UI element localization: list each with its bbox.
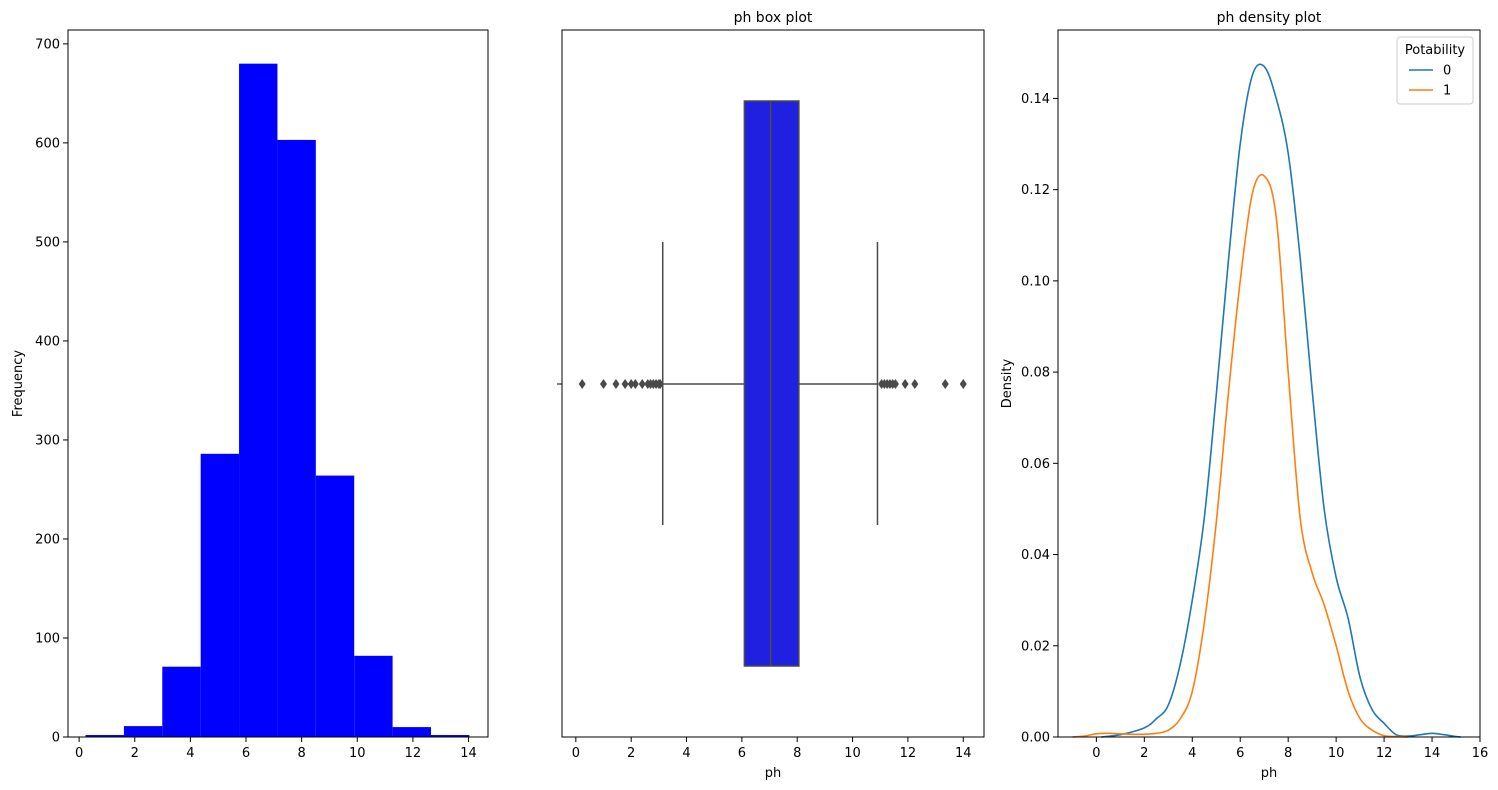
boxplot-outlier-22: [959, 379, 967, 389]
boxplot-x-tick-label-7: 14: [955, 746, 972, 761]
histogram-x-ticks: 0 2 4 6 8 10 12 14: [75, 737, 477, 761]
boxplot-x-tick-label-1: 2: [627, 746, 635, 761]
boxplot-outlier-3: [621, 379, 629, 389]
histogram-x-tick-label-3: 6: [242, 746, 250, 761]
density-y-label: Density: [1000, 358, 1015, 408]
density-x-ticks: 0 2 4 6 8 10 12 14 16: [1092, 737, 1488, 761]
density-y-tick-label-3: 0.06: [1021, 457, 1050, 472]
density-y-tick-label-5: 0.10: [1021, 274, 1050, 289]
boxplot-outlier-1: [600, 379, 608, 389]
histogram-x-tick-label-4: 8: [298, 746, 306, 761]
histogram-y-tick-label-0: 0: [52, 731, 60, 746]
legend-box: [1396, 36, 1474, 105]
histogram-bar-1: [123, 726, 163, 737]
histogram-frame: [67, 29, 489, 738]
boxplot-outlier-5: [631, 379, 639, 389]
density-x-tick-label-5: 10: [1328, 746, 1345, 761]
histogram-x-tick-label-5: 10: [349, 746, 366, 761]
density-x-label: ph: [1261, 766, 1278, 781]
boxplot-title: ph box plot: [734, 10, 813, 26]
density-x-tick-label-3: 6: [1236, 746, 1244, 761]
histogram-y-tick-label-1: 100: [35, 631, 60, 646]
boxplot-outlier-6: [638, 379, 646, 389]
boxplot-outlier-4: [627, 379, 635, 389]
density-lines: [1072, 63, 1461, 738]
density-legend: Potability 0 1: [1396, 36, 1474, 105]
histogram-y-tick-label-7: 700: [35, 37, 60, 52]
histogram-bar-2: [162, 666, 201, 737]
histogram-bar-0: [85, 735, 124, 737]
density-panel: ph density plot 0 2 4 6 8 10 12 14 16 0.000.020.…: [1000, 10, 1488, 781]
histogram-y-tick-label-6: 600: [35, 136, 60, 151]
histogram-y-tick-label-4: 400: [35, 334, 60, 349]
density-title: ph density plot: [1217, 10, 1322, 26]
density-y-tick-label-6: 0.12: [1021, 183, 1050, 198]
density-frame: [1057, 29, 1481, 738]
density-x-tick-label-6: 12: [1376, 746, 1393, 761]
density-line-0: [1101, 63, 1461, 738]
boxplot-x-label: ph: [765, 766, 782, 781]
density-x-tick-label-8: 16: [1472, 746, 1489, 761]
legend-label-0: 0: [1443, 64, 1451, 79]
boxplot-outlier-21: [941, 379, 949, 389]
density-x-tick-label-2: 4: [1188, 746, 1196, 761]
histogram-y-tick-label-5: 500: [35, 235, 60, 250]
histogram-y-tick-label-3: 300: [35, 433, 60, 448]
histogram-bar-8: [392, 727, 431, 737]
density-line-1: [1072, 173, 1409, 738]
density-x-tick-label-0: 0: [1092, 746, 1100, 761]
density-y-tick-label-7: 0.14: [1021, 92, 1050, 107]
histogram-x-tick-label-1: 2: [131, 746, 139, 761]
density-x-tick-label-1: 2: [1140, 746, 1148, 761]
histogram-bar-4: [239, 63, 278, 737]
boxplot-x-tick-label-3: 6: [738, 746, 746, 761]
boxplot-marks: [578, 100, 967, 667]
histogram-bar-7: [354, 655, 393, 737]
density-y-ticks: 0.00 0.02 0.04 0.06 0.08 0.10 0.12 0.14: [1021, 92, 1058, 746]
boxplot-outlier-12: [656, 379, 664, 389]
histogram-bar-9: [430, 735, 470, 737]
boxplot-x-tick-label-4: 8: [793, 746, 801, 761]
legend-label-1: 1: [1443, 84, 1451, 99]
boxplot-x-tick-label-5: 10: [844, 746, 861, 761]
histogram-bar-3: [200, 453, 240, 737]
density-x-tick-label-4: 8: [1284, 746, 1292, 761]
histogram-bar-6: [315, 475, 355, 737]
boxplot-x-ticks: 0 2 4 6 8 10 12 14: [572, 737, 972, 761]
histogram-x-tick-label-7: 14: [460, 746, 477, 761]
density-y-tick-label-2: 0.04: [1021, 548, 1050, 563]
histogram-x-tick-label-6: 12: [405, 746, 422, 761]
boxplot-box: [743, 100, 800, 667]
boxplot-outlier-2: [612, 379, 620, 389]
density-y-tick-label-1: 0.02: [1021, 639, 1050, 654]
boxplot-x-tick-label-6: 12: [900, 746, 917, 761]
histogram-panel: 0 2 4 6 8 10 12 14 0 100 200 300 400 500 600 700 Frequ…: [11, 29, 489, 761]
boxplot-outlier-18: [891, 379, 899, 389]
boxplot-outlier-0: [578, 379, 586, 389]
histogram-x-tick-label-2: 4: [186, 746, 194, 761]
boxplot-outlier-20: [911, 379, 919, 389]
histogram-y-tick-label-2: 200: [35, 532, 60, 547]
density-x-tick-label-7: 14: [1424, 746, 1441, 761]
boxplot-panel: ph box plot 0 2 4 6 8 10 12 14 ph: [557, 10, 985, 781]
histogram-y-ticks: 0 100 200 300 400 500 600 700: [35, 37, 68, 746]
boxplot-x-tick-label-2: 4: [682, 746, 690, 761]
boxplot-outlier-19: [901, 379, 909, 389]
boxplot-x-tick-label-0: 0: [572, 746, 580, 761]
density-y-tick-label-4: 0.08: [1021, 366, 1050, 381]
legend-title: Potability: [1405, 43, 1466, 58]
histogram-bar-5: [277, 139, 316, 738]
density-y-tick-label-0: 0.00: [1021, 731, 1050, 746]
histogram-y-label: Frequency: [11, 350, 26, 417]
histogram-bars: [85, 63, 470, 738]
histogram-x-tick-label-0: 0: [75, 746, 83, 761]
